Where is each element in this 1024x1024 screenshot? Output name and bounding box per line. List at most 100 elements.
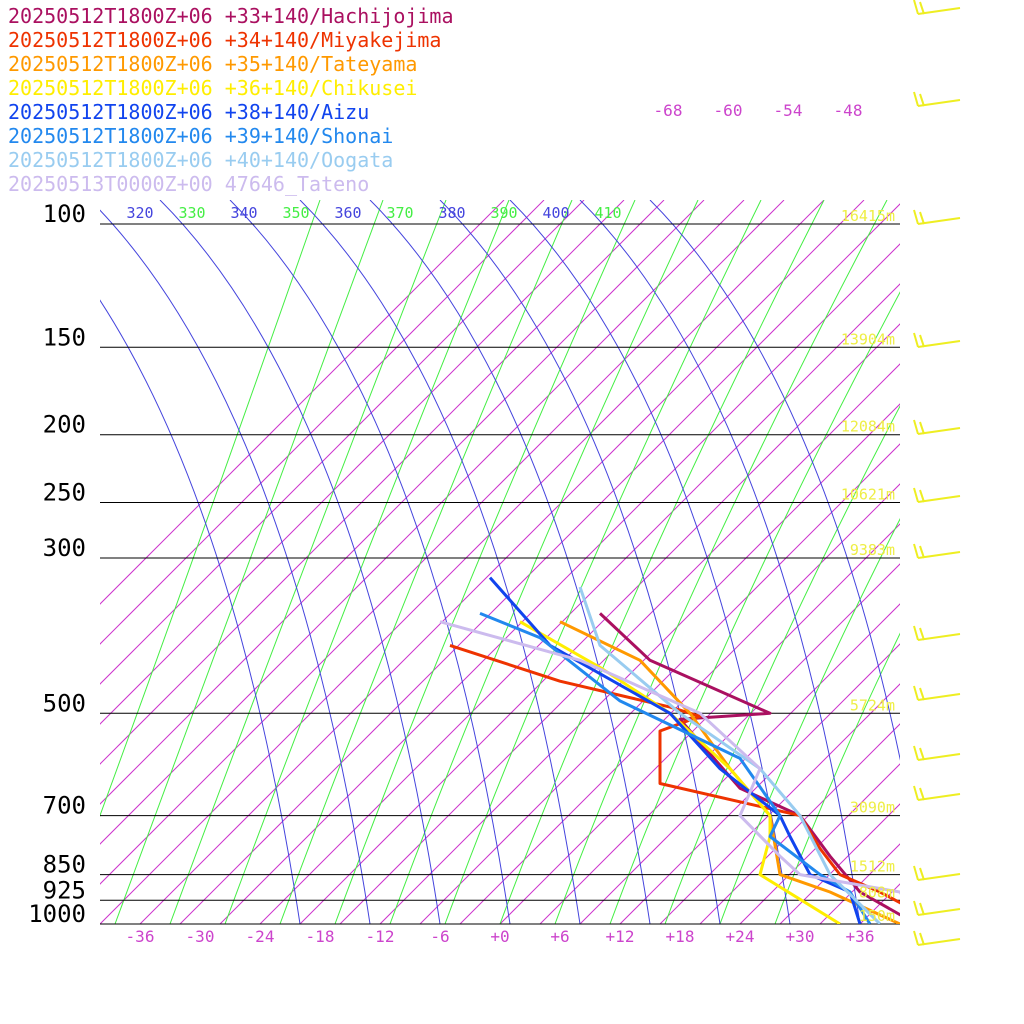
isotherm-line (739, 763, 900, 924)
pressure-label: 925 (43, 876, 86, 904)
moist-adiabat (279, 200, 573, 924)
isotherm-line (100, 200, 505, 605)
pressure-label: 200 (43, 411, 86, 439)
isobars (100, 223, 900, 925)
pressure-label: 150 (43, 323, 86, 351)
moist-adiabat (774, 632, 900, 924)
wind-barb (913, 900, 961, 916)
legend-entry: 20250512T1800Z+06 +36+140/Chikusei (8, 76, 418, 100)
dry-adiabat (299, 200, 581, 924)
isotherm-line (699, 723, 900, 924)
theta-label: 390 (490, 204, 517, 222)
wind-barb (913, 785, 961, 801)
isotherm-line (539, 563, 900, 924)
wind-barb (913, 91, 961, 107)
isotherm-line (100, 200, 625, 725)
x-tick-label: -6 (430, 927, 449, 946)
moist-adiabat (719, 518, 900, 924)
height-label: 9383m (850, 541, 895, 559)
wind-barb (913, 930, 961, 946)
theta-label: 330 (178, 204, 205, 222)
legend-entry: 20250512T1800Z+06 +34+140/Miyakejima (8, 28, 442, 52)
legend-entry: 20250512T1800Z+06 +40+140/Oogata (8, 148, 394, 172)
wind-barb (913, 332, 961, 348)
dry-adiabat (159, 200, 441, 924)
upper-temp-label: -68 (654, 101, 683, 120)
x-tick-label: +30 (786, 927, 815, 946)
x-tick-label: -30 (186, 927, 215, 946)
wind-barb (913, 419, 961, 435)
height-label: 12084m (841, 418, 895, 436)
height-label: 5724m (850, 696, 895, 714)
dry-adiabat (509, 200, 791, 924)
isotherm-line (100, 200, 665, 765)
height-label: 16415m (841, 207, 895, 225)
profile-line (439, 620, 900, 895)
theta-label: 400 (542, 204, 569, 222)
height-label: 10621m (841, 486, 895, 504)
upper-temp-label: -60 (714, 101, 743, 120)
moist-adiabat (609, 291, 900, 924)
x-tick-label: +0 (490, 927, 509, 946)
wind-barb (913, 487, 961, 503)
isotherm-line (980, 200, 1024, 924)
dry-adiabat (649, 200, 900, 761)
x-tick-label: +24 (726, 927, 755, 946)
theta-label: 370 (386, 204, 413, 222)
moist-adiabat (114, 200, 384, 924)
temperature-profiles (439, 576, 900, 924)
isotherm-line (339, 363, 900, 924)
profile-line (449, 643, 900, 905)
height-label: 3090m (850, 799, 895, 817)
moist-adiabat (444, 200, 762, 924)
dry-adiabat (229, 200, 511, 924)
x-tick-label: +36 (846, 927, 875, 946)
x-tick-label: +12 (606, 927, 635, 946)
theta-label: 350 (282, 204, 309, 222)
x-tick-label: -24 (246, 927, 275, 946)
wind-barb (913, 625, 961, 641)
wind-barb (913, 865, 961, 881)
isotherm-line (1020, 200, 1024, 924)
theta-label: 340 (230, 204, 257, 222)
moist-adiabat (389, 200, 699, 924)
pressure-label: 500 (43, 689, 86, 717)
legend-entry: 20250512T1800Z+06 +38+140/Aizu (8, 100, 370, 124)
dry-adiabat (100, 209, 371, 924)
moist-adiabat (100, 200, 321, 817)
isotherm-line (219, 243, 900, 924)
theta-label: 320 (126, 204, 153, 222)
pressure-label: 850 (43, 851, 86, 879)
moist-adiabat (499, 200, 825, 924)
pressure-label: 700 (43, 792, 86, 820)
isotherm-line (379, 403, 900, 924)
moist-adiabat (664, 405, 900, 924)
theta-label: 380 (438, 204, 465, 222)
isotherm-line (459, 483, 900, 924)
wind-barb (913, 543, 961, 559)
isotherm-line (899, 923, 900, 924)
isotherm-line (419, 443, 900, 924)
pressure-label: 300 (43, 534, 86, 562)
height-label: 808m (859, 883, 895, 901)
theta-label: 360 (334, 204, 361, 222)
dry-adiabat (369, 200, 651, 924)
axis-labels: 100 16415m 150 13904m 200 12084m 250 10621m 300 9… (28, 101, 895, 946)
moist-adiabat (554, 200, 888, 924)
height-label: 150m (859, 907, 895, 925)
x-tick-label: +18 (666, 927, 695, 946)
isotherm-line (659, 683, 900, 924)
height-label: 13904m (841, 330, 895, 348)
isotherm-line (499, 523, 900, 924)
legend-entry: 20250512T1800Z+06 +33+140/Hachijojima (8, 4, 454, 28)
x-tick-label: -18 (306, 927, 335, 946)
upper-temp-label: -54 (774, 101, 803, 120)
moist-adiabat (334, 200, 636, 924)
wind-barbs (913, 0, 961, 946)
legend-entry: 20250512T1800Z+06 +35+140/Tateyama (8, 52, 418, 76)
wind-barb (913, 209, 961, 225)
dry-adiabat (439, 200, 721, 924)
isotherm-line (179, 203, 900, 924)
dry-adiabat (579, 200, 861, 924)
